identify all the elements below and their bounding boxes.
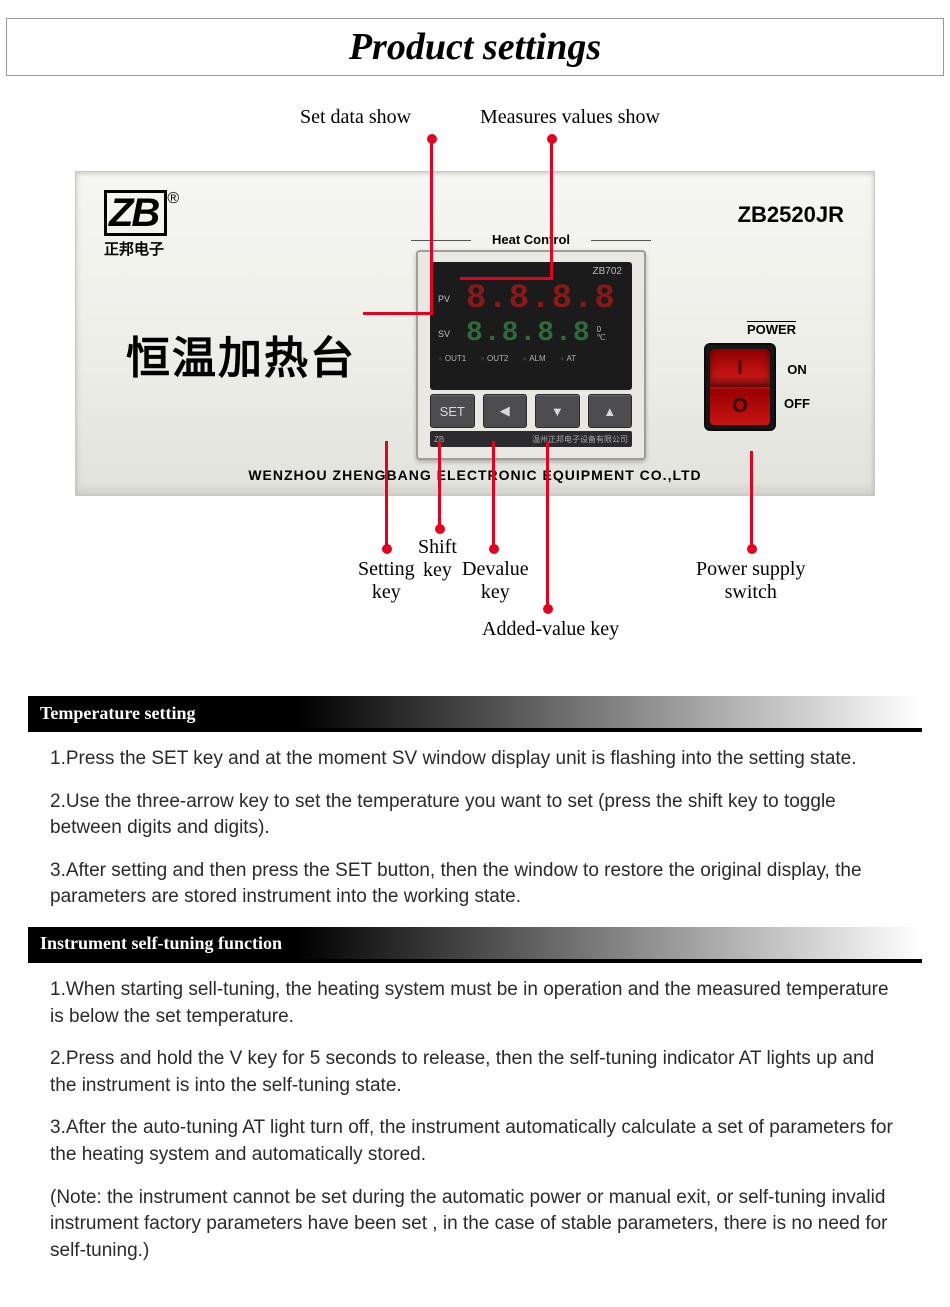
leader-line (430, 139, 433, 314)
st-note: (Note: the instrument cannot be set duri… (50, 1185, 900, 1265)
leader-dot (543, 604, 553, 614)
set-key[interactable]: SET (430, 394, 475, 428)
power-label: POWER (704, 322, 839, 337)
pv-display: 8.8.8.8 (466, 282, 616, 316)
brand-logo: ZB® 正邦电子 (104, 190, 179, 259)
controller-model: ZB702 (593, 266, 622, 277)
shift-key[interactable]: ◀ (483, 394, 528, 428)
callout-shift-key: Shift key (418, 536, 457, 582)
on-off-labels: ON OFF (784, 353, 810, 421)
callout-power: Power supply switch (696, 558, 805, 604)
up-key[interactable]: ▲ (588, 394, 633, 428)
led-out2: OUT2 (480, 354, 508, 363)
leader-dot (547, 134, 557, 144)
leader-line (460, 277, 553, 280)
page-title: Product settings (7, 25, 943, 69)
section-head-temperature: Temperature setting (28, 696, 922, 730)
logo-subtext: 正邦电子 (104, 238, 179, 259)
model-number: ZB2520JR (738, 202, 844, 228)
pv-tag: PV (438, 294, 460, 304)
annotated-diagram: Set data show Measures values show Setti… (0, 106, 950, 676)
logo-mark: ZB (104, 190, 167, 236)
leader-dot (747, 544, 757, 554)
callout-setting-key: Setting key (358, 558, 415, 604)
power-switch[interactable]: I O (704, 343, 776, 431)
leader-dot (435, 524, 445, 534)
power-area: POWER I O ON OFF (704, 322, 839, 431)
controller-fineprint: ZB 温州正邦电子设备有限公司 (430, 431, 632, 447)
st-step-2: 2.Press and hold the V key for 5 seconds… (50, 1046, 900, 1099)
controller-keypad: SET ◀ ▼ ▲ ZB 温州正邦电子设备有限公司 (430, 394, 632, 448)
temp-step-1: 1.Press the SET key and at the moment SV… (50, 746, 900, 773)
registered-icon: ® (167, 190, 179, 207)
leader-line (750, 451, 753, 546)
leader-line (438, 441, 441, 526)
rocker-on-icon: I (710, 349, 770, 387)
on-label: ON (784, 353, 810, 387)
off-label: OFF (784, 387, 810, 421)
leader-line (550, 139, 553, 279)
callout-added-key: Added-value key (482, 618, 619, 641)
page-title-bar: Product settings (6, 18, 944, 76)
led-alm: ALM (522, 354, 545, 363)
leader-dot (489, 544, 499, 554)
callout-devalue-key: Devalue key (462, 558, 529, 604)
sv-display: 8.8.8.8 (466, 320, 591, 348)
section-body-selftuning: 1.When starting sell-tuning, the heating… (50, 977, 900, 1264)
sv-unit-bot: ℃ (597, 334, 606, 342)
callout-measures: Measures values show (480, 106, 660, 129)
leader-line (546, 441, 549, 606)
controller-screen: ZB702 PV 8.8.8.8 SV 8.8.8.8 0 ℃ OUT1 OUT (430, 262, 632, 390)
product-name-cn: 恒温加热台 (126, 322, 356, 386)
st-step-1: 1.When starting sell-tuning, the heating… (50, 977, 900, 1030)
led-out1: OUT1 (438, 354, 466, 363)
section-head-selftuning: Instrument self-tuning function (28, 927, 922, 961)
leader-line (385, 441, 388, 546)
temp-step-2: 2.Use the three-arrow key to set the tem… (50, 789, 900, 842)
section-body-temperature: 1.Press the SET key and at the moment SV… (50, 746, 900, 911)
leader-dot (427, 134, 437, 144)
callout-set-data: Set data show (300, 106, 411, 129)
st-step-3: 3.After the auto-tuning AT light turn of… (50, 1115, 900, 1168)
led-row: OUT1 OUT2 ALM AT (438, 354, 624, 363)
leader-line (363, 312, 433, 315)
temperature-controller: ZB702 PV 8.8.8.8 SV 8.8.8.8 0 ℃ OUT1 OUT (416, 250, 646, 460)
device-panel: ZB® 正邦电子 ZB2520JR 恒温加热台 WENZHOU ZHENGBAN… (75, 171, 875, 496)
rocker-off-icon: O (710, 387, 770, 425)
heat-control-label: Heat Control (416, 232, 646, 247)
temp-step-3: 3.After setting and then press the SET b… (50, 858, 900, 911)
company-name: WENZHOU ZHENGBANG ELECTRONIC EQUIPMENT C… (76, 467, 874, 483)
leader-line (492, 441, 495, 546)
led-at: AT (560, 354, 576, 363)
sv-tag: SV (438, 329, 460, 339)
down-key[interactable]: ▼ (535, 394, 580, 428)
leader-dot (382, 544, 392, 554)
